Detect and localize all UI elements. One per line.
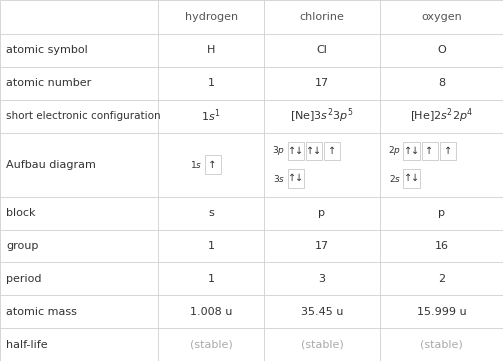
Bar: [440, 142, 456, 160]
Text: p: p: [318, 208, 325, 218]
Bar: [306, 142, 322, 160]
Text: ↑: ↑: [306, 146, 314, 156]
Text: p: p: [438, 208, 445, 218]
Text: half-life: half-life: [6, 340, 48, 349]
Text: $\mathregular{[Ne]3}s^{2}\mathregular{3}p^{5}$: $\mathregular{[Ne]3}s^{2}\mathregular{3}…: [290, 107, 354, 126]
Text: H: H: [207, 45, 215, 56]
Text: atomic mass: atomic mass: [6, 307, 77, 317]
Text: 1: 1: [208, 78, 215, 88]
Text: $\mathregular{[He]2}s^{2}\mathregular{2}p^{4}$: $\mathregular{[He]2}s^{2}\mathregular{2}…: [410, 107, 473, 126]
Text: (stable): (stable): [190, 340, 232, 349]
Text: 15.999 u: 15.999 u: [416, 307, 466, 317]
Text: 3: 3: [318, 274, 325, 284]
Text: ↑: ↑: [444, 146, 452, 156]
Text: 8: 8: [438, 78, 445, 88]
Text: 1: 1: [208, 274, 215, 284]
Text: ↑: ↑: [328, 146, 336, 156]
Text: 2: 2: [438, 274, 445, 284]
Text: short electronic configuration: short electronic configuration: [6, 111, 160, 121]
Text: block: block: [6, 208, 36, 218]
Text: 1.008 u: 1.008 u: [190, 307, 232, 317]
Text: $2s$: $2s$: [389, 173, 401, 184]
Text: ↓: ↓: [411, 173, 419, 183]
Text: $1s^{1}$: $1s^{1}$: [202, 108, 221, 125]
Text: ↑: ↑: [208, 160, 217, 170]
Text: oxygen: oxygen: [421, 12, 462, 22]
Text: O: O: [437, 45, 446, 56]
Text: ↓: ↓: [313, 146, 321, 156]
Text: 17: 17: [315, 78, 329, 88]
Text: s: s: [208, 208, 214, 218]
Text: 35.45 u: 35.45 u: [301, 307, 343, 317]
Text: 17: 17: [315, 241, 329, 251]
Text: ↓: ↓: [411, 146, 419, 156]
Bar: [288, 169, 304, 188]
Text: atomic number: atomic number: [6, 78, 91, 88]
Text: ↑: ↑: [288, 146, 296, 156]
Bar: [403, 142, 420, 160]
Text: Aufbau diagram: Aufbau diagram: [6, 160, 96, 170]
Text: Cl: Cl: [316, 45, 327, 56]
Text: ↑: ↑: [288, 173, 296, 183]
Text: period: period: [6, 274, 42, 284]
Bar: [403, 169, 420, 188]
Text: $3s$: $3s$: [273, 173, 285, 184]
Bar: [422, 142, 438, 160]
Text: ↓: ↓: [295, 173, 303, 183]
Text: atomic symbol: atomic symbol: [6, 45, 88, 56]
Text: $2p$: $2p$: [388, 144, 401, 157]
Text: $3p$: $3p$: [272, 144, 285, 157]
Bar: [324, 142, 340, 160]
Text: ↓: ↓: [295, 146, 303, 156]
Text: ↑: ↑: [404, 146, 412, 156]
Text: group: group: [6, 241, 38, 251]
Bar: [288, 142, 304, 160]
Text: (stable): (stable): [420, 340, 463, 349]
Text: hydrogen: hydrogen: [185, 12, 238, 22]
Text: 16: 16: [435, 241, 448, 251]
Text: $1s$: $1s$: [190, 159, 202, 170]
Text: 1: 1: [208, 241, 215, 251]
Text: (stable): (stable): [301, 340, 343, 349]
Text: ↑: ↑: [426, 146, 434, 156]
Text: ↑: ↑: [404, 173, 412, 183]
Text: chlorine: chlorine: [299, 12, 345, 22]
Bar: [205, 155, 221, 174]
